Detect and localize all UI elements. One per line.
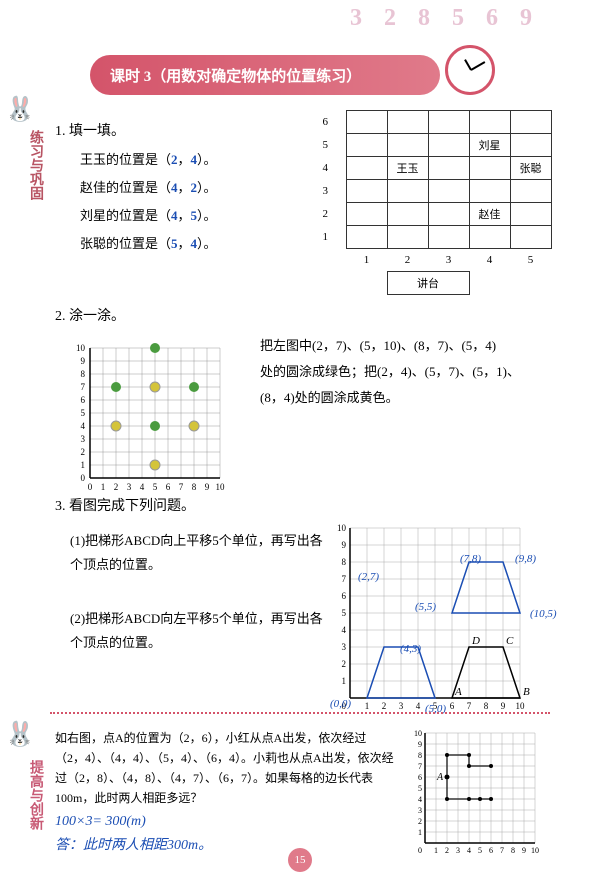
svg-text:0: 0 <box>418 846 422 855</box>
question-1: 1. 填一填。 王玉的位置是（2，4）。 赵佳的位置是（4，2）。 刘星的位置是… <box>55 120 585 258</box>
svg-text:6: 6 <box>489 846 493 855</box>
svg-text:3: 3 <box>81 434 86 444</box>
lesson-title-banner: 课时 3（用数对确定物体的位置练习） <box>90 55 440 95</box>
svg-text:8: 8 <box>192 482 197 492</box>
q3-sub1: (1)把梯形ABCD向上平移5个单位，再写出各个顶点的位置。 <box>70 529 330 577</box>
svg-text:4: 4 <box>81 421 86 431</box>
svg-text:2: 2 <box>382 701 387 711</box>
svg-text:6: 6 <box>166 482 171 492</box>
svg-text:5: 5 <box>418 784 422 793</box>
svg-text:10: 10 <box>516 701 526 711</box>
svg-text:8: 8 <box>484 701 489 711</box>
q2-scatter-chart: 001122334455667788991010 <box>65 333 235 497</box>
svg-text:9: 9 <box>81 356 86 366</box>
q3-trapezoid-chart: 11223344556677889910100ABCD (7,8) (9,8) … <box>330 523 550 727</box>
svg-text:8: 8 <box>342 557 347 567</box>
svg-text:2: 2 <box>418 817 422 826</box>
svg-text:C: C <box>506 635 514 647</box>
podium-label: 讲台 <box>387 272 469 295</box>
q4-text-block: 如右图，点A的位置为（2，6），小红从点A出发，依次经过（2，4）、（4，4）、… <box>55 728 395 862</box>
q2-title: 2. 涂一涂。 <box>55 305 585 325</box>
svg-text:3: 3 <box>399 701 404 711</box>
svg-text:6: 6 <box>81 395 86 405</box>
svg-text:10: 10 <box>76 343 86 353</box>
lesson-title: 课时 3（用数对确定物体的位置练习） <box>110 65 361 86</box>
q1-seating-grid: 6 5刘星 4王玉张聪 3 2赵佳 1 12345 讲台 <box>305 110 552 295</box>
svg-text:4: 4 <box>418 795 422 804</box>
question-2: 2. 涂一涂。 001122334455667788991010 把左图中(2，… <box>55 305 585 497</box>
question-4: 如右图，点A的位置为（2，6），小红从点A出发，依次经过（2，4）、（4，4）、… <box>55 728 585 862</box>
svg-text:D: D <box>471 635 480 647</box>
svg-text:7: 7 <box>418 762 422 771</box>
svg-text:4: 4 <box>140 482 145 492</box>
svg-text:10: 10 <box>216 482 226 492</box>
header-decoration: 3 2 8 5 6 9 <box>350 5 540 32</box>
svg-text:1: 1 <box>418 828 422 837</box>
svg-text:6: 6 <box>450 701 455 711</box>
svg-text:10: 10 <box>414 729 422 738</box>
svg-text:3: 3 <box>418 806 422 815</box>
svg-text:3: 3 <box>342 642 347 652</box>
svg-text:2: 2 <box>81 447 86 457</box>
svg-text:9: 9 <box>501 701 506 711</box>
svg-text:0: 0 <box>88 482 93 492</box>
svg-text:4: 4 <box>467 846 471 855</box>
svg-text:8: 8 <box>511 846 515 855</box>
svg-text:3: 3 <box>127 482 132 492</box>
bunny-icon-bottom: 🐰 <box>5 720 45 765</box>
q4-answer-calc: 100×3= 300(m) <box>55 812 395 832</box>
svg-text:5: 5 <box>153 482 158 492</box>
cell-zhaojia: 赵佳 <box>469 203 510 226</box>
svg-text:9: 9 <box>418 740 422 749</box>
cell-liuxing: 刘星 <box>469 134 510 157</box>
svg-text:3: 3 <box>456 846 460 855</box>
question-3: 3. 看图完成下列问题。 (1)把梯形ABCD向上平移5个单位，再写出各个顶点的… <box>55 495 585 727</box>
svg-text:10: 10 <box>337 523 347 533</box>
q3-sub2: (2)把梯形ABCD向左平移5个单位，再写出各个顶点的位置。 <box>70 607 330 655</box>
svg-text:4: 4 <box>342 625 347 635</box>
svg-text:8: 8 <box>81 369 86 379</box>
svg-text:6: 6 <box>342 591 347 601</box>
cell-wangyu: 王玉 <box>387 157 428 180</box>
q4-problem: 如右图，点A的位置为（2，6），小红从点A出发，依次经过（2，4）、（4，4）、… <box>55 728 395 808</box>
q2-instructions: 把左图中(2，7)、(5，10)、(8，7)、(5，4) 处的圆涂成绿色；把(2… <box>260 333 585 497</box>
svg-text:1: 1 <box>342 676 347 686</box>
svg-text:9: 9 <box>205 482 210 492</box>
svg-text:2: 2 <box>445 846 449 855</box>
svg-text:1: 1 <box>81 460 86 470</box>
section-divider <box>50 712 550 714</box>
svg-text:7: 7 <box>179 482 184 492</box>
svg-text:9: 9 <box>522 846 526 855</box>
svg-text:2: 2 <box>114 482 119 492</box>
svg-text:10: 10 <box>531 846 539 855</box>
svg-text:1: 1 <box>365 701 370 711</box>
svg-text:B: B <box>523 686 530 698</box>
svg-text:A: A <box>454 686 462 698</box>
side-label-improve: 提高与创新 <box>10 760 45 830</box>
q4-path-chart: 11223344556677889910100A <box>405 728 580 862</box>
svg-text:0: 0 <box>81 473 86 483</box>
svg-text:5: 5 <box>342 608 347 618</box>
svg-text:5: 5 <box>81 408 86 418</box>
svg-text:8: 8 <box>418 751 422 760</box>
svg-text:7: 7 <box>342 574 347 584</box>
svg-text:1: 1 <box>101 482 106 492</box>
side-label-practice: 练习与巩固 <box>10 130 45 200</box>
svg-text:7: 7 <box>81 382 86 392</box>
cell-zhangcong: 张聪 <box>510 157 551 180</box>
svg-text:5: 5 <box>478 846 482 855</box>
svg-text:7: 7 <box>500 846 504 855</box>
q3-title: 3. 看图完成下列问题。 <box>55 495 585 515</box>
q3-subquestions: (1)把梯形ABCD向上平移5个单位，再写出各个顶点的位置。 (2)把梯形ABC… <box>70 523 330 727</box>
q4-answer-text: 答：此时两人相距300m。 <box>55 836 395 856</box>
clock-icon <box>445 45 495 95</box>
svg-text:2: 2 <box>342 659 347 669</box>
svg-text:9: 9 <box>342 540 347 550</box>
svg-text:1: 1 <box>434 846 438 855</box>
svg-text:4: 4 <box>416 701 421 711</box>
page-number: 15 <box>288 848 312 872</box>
svg-text:7: 7 <box>467 701 472 711</box>
svg-text:A: A <box>436 772 444 783</box>
svg-text:6: 6 <box>418 773 422 782</box>
